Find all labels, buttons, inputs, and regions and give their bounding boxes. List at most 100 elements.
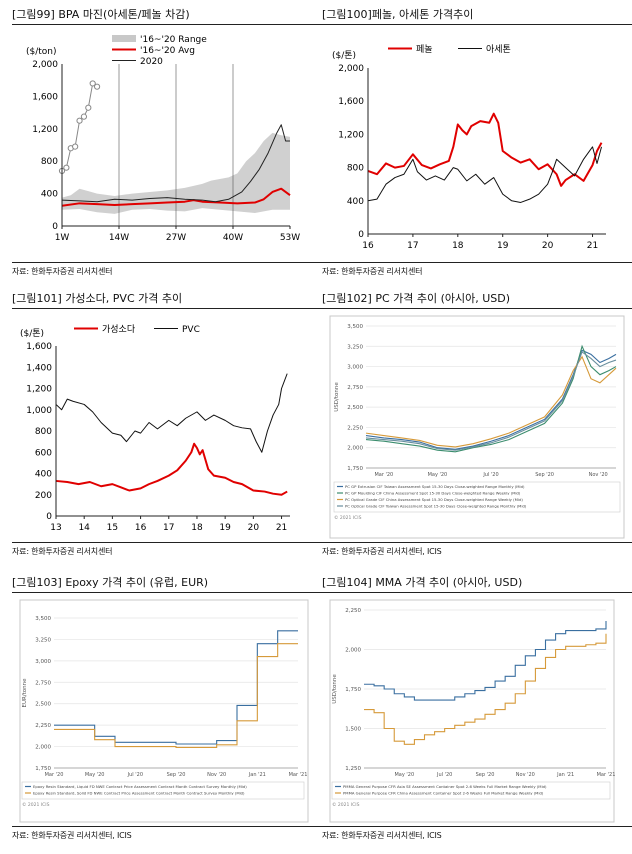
y-tick-label: 1,400: [26, 363, 52, 373]
y-tick-label: 0: [52, 222, 58, 232]
legend-label: '16~'20 Range: [140, 35, 207, 45]
x-tick-label: 18: [191, 523, 203, 533]
chart-title: [그림101] 가성소다, PVC 가격 추이: [12, 292, 183, 305]
y-tick-label: 3,000: [347, 365, 363, 371]
chart-bpa-margin: ($/ton) 0 400 800 1,200 1,600 2,000 1W 14W 27W 40W…: [26, 35, 300, 243]
x-tick-label: Mar '20: [45, 772, 64, 778]
y-axis-unit: USD/tonne: [334, 382, 340, 412]
chart-pc-price: 1,750 2,000 2,250 2,500 2,750 3,000 3,250 3,500…: [329, 315, 625, 539]
y-tick-label: 3,500: [347, 324, 363, 330]
series-point: [80, 113, 88, 120]
title-rule: [322, 592, 632, 593]
series-line: [367, 112, 603, 187]
y-tick-label: 600: [35, 448, 52, 458]
y-tick-label: 1,600: [338, 97, 364, 107]
panel-caustic-pvc: [그림101] 가성소다, PVC 가격 추이 ($/톤) 0 200 400 600 8…: [12, 290, 322, 560]
bottom-rule: [322, 826, 632, 827]
y-tick-label: 400: [41, 190, 58, 200]
bottom-rule: [322, 262, 632, 263]
x-tick-label: 16: [135, 523, 147, 533]
chart-source: 자료: 한화투자증권 리서치센터: [12, 267, 113, 276]
panel-pc-price: [그림102] PC 가격 추이 (아시아, USD) 1,750 2,000 2,…: [322, 290, 632, 560]
x-tick-label: Nov '20: [207, 772, 226, 778]
y-tick-label: 3,500: [35, 616, 51, 622]
series-point: [63, 164, 70, 171]
legend-label: Epoxy Resin Standard, Solid FD NWE Contr…: [33, 791, 245, 796]
legend-label: 아세톤: [486, 44, 511, 55]
series-line: [61, 82, 98, 172]
y-axis-unit: ($/ton): [26, 47, 57, 57]
y-tick-label: 800: [347, 164, 364, 174]
chart-title: [그림104] MMA 가격 추이 (아시아, USD): [322, 576, 523, 589]
bottom-rule: [12, 262, 322, 263]
x-tick-label: 13: [50, 523, 61, 533]
y-tick-label: 1,000: [26, 406, 52, 416]
series-line: [55, 373, 288, 453]
chart-source: 자료: 한화투자증권 리서치센터: [322, 267, 423, 276]
chart-source: 자료: 한화투자증권 리서치센터: [12, 547, 113, 556]
series-line: [365, 349, 617, 450]
y-tick-label: 1,750: [35, 766, 51, 772]
y-tick-label: 2,250: [345, 608, 361, 614]
series-line: [367, 146, 602, 203]
panel-bpa-margin: [그림99] BPA 마진(아세톤/페놀 차감) ($/ton) 0 400 800 1…: [12, 6, 322, 276]
x-tick-label: Jul '20: [482, 472, 498, 478]
y-axis-unit: USD/tonne: [332, 674, 338, 704]
y-tick-label: 200: [35, 491, 52, 501]
y-tick-label: 2,000: [32, 60, 58, 70]
chart-caustic-pvc: ($/톤) 0 200 400 600 800 1,000 1,200 1,400 1,600 13…: [20, 324, 290, 533]
x-tick-label: Jul '20: [127, 772, 143, 778]
bottom-rule: [322, 542, 632, 543]
bottom-rule: [12, 542, 322, 543]
y-tick-label: 2,750: [35, 680, 51, 686]
y-tick-label: 1,200: [338, 130, 364, 140]
x-tick-label: Sep '20: [476, 772, 495, 778]
y-tick-label: 0: [358, 230, 364, 240]
chart-title: [그림102] PC 가격 추이 (아시아, USD): [322, 292, 511, 305]
series-line: [54, 630, 298, 745]
y-tick-label: 2,250: [35, 723, 51, 729]
x-tick-label: 20: [248, 523, 260, 533]
series-line: [54, 643, 298, 748]
y-tick-label: 2,500: [347, 405, 363, 411]
x-tick-label: 53W: [280, 233, 300, 243]
title-rule: [12, 24, 322, 25]
x-tick-label: 27W: [166, 233, 186, 243]
legend-label: PC GP Extrusion CIF Taiwan Assessment Sp…: [345, 484, 525, 489]
y-tick-label: 1,500: [345, 727, 361, 733]
chart-mma-price: 1,250 1,500 1,750 2,000 2,250 USD/tonne May '2…: [329, 599, 616, 823]
series-line: [365, 344, 617, 453]
chart-footnote: © 2021 ICIS: [22, 801, 50, 808]
chart-footnote: © 2021 ICIS: [334, 514, 362, 521]
y-axis-unit: ($/톤): [332, 50, 356, 61]
x-tick-label: 1W: [55, 233, 70, 243]
x-tick-label: 40W: [223, 233, 243, 243]
x-tick-label: Sep '20: [167, 772, 186, 778]
series-point: [89, 80, 96, 87]
x-tick-label: 21: [587, 241, 598, 251]
x-tick-label: 17: [163, 523, 174, 533]
chart-source: 자료: 한화투자증권 리서치센터, ICIS: [322, 831, 442, 840]
x-tick-label: Nov '20: [516, 772, 535, 778]
series-line: [365, 355, 617, 448]
x-tick-label: 14W: [109, 233, 129, 243]
x-tick-label: Jan '21: [556, 772, 574, 778]
x-tick-label: 18: [452, 241, 464, 251]
y-tick-label: 0: [46, 512, 52, 522]
y-tick-label: 2,250: [347, 425, 363, 431]
legend-label: 2020: [140, 57, 163, 67]
title-rule: [322, 308, 632, 309]
y-tick-label: 2,000: [338, 64, 364, 74]
series-point: [72, 143, 79, 150]
bottom-rule: [12, 826, 322, 827]
chart-title: [그림99] BPA 마진(아세톤/페놀 차감): [12, 8, 190, 21]
chart-title: [그림103] Epoxy 가격 추이 (유럽, EUR): [12, 576, 209, 589]
legend-label: PC Optical Grade CIF Taiwan Assessment S…: [345, 504, 527, 509]
legend-box: [331, 781, 611, 800]
x-tick-label: Mar '21: [597, 772, 616, 778]
chart-footnote: © 2021 ICIS: [332, 801, 360, 808]
x-tick-label: 16: [362, 241, 374, 251]
y-tick-label: 1,250: [345, 766, 361, 772]
chart-source: 자료: 한화투자증권 리서치센터, ICIS: [322, 547, 442, 556]
y-axis-unit: EUR/tonne: [22, 678, 28, 708]
